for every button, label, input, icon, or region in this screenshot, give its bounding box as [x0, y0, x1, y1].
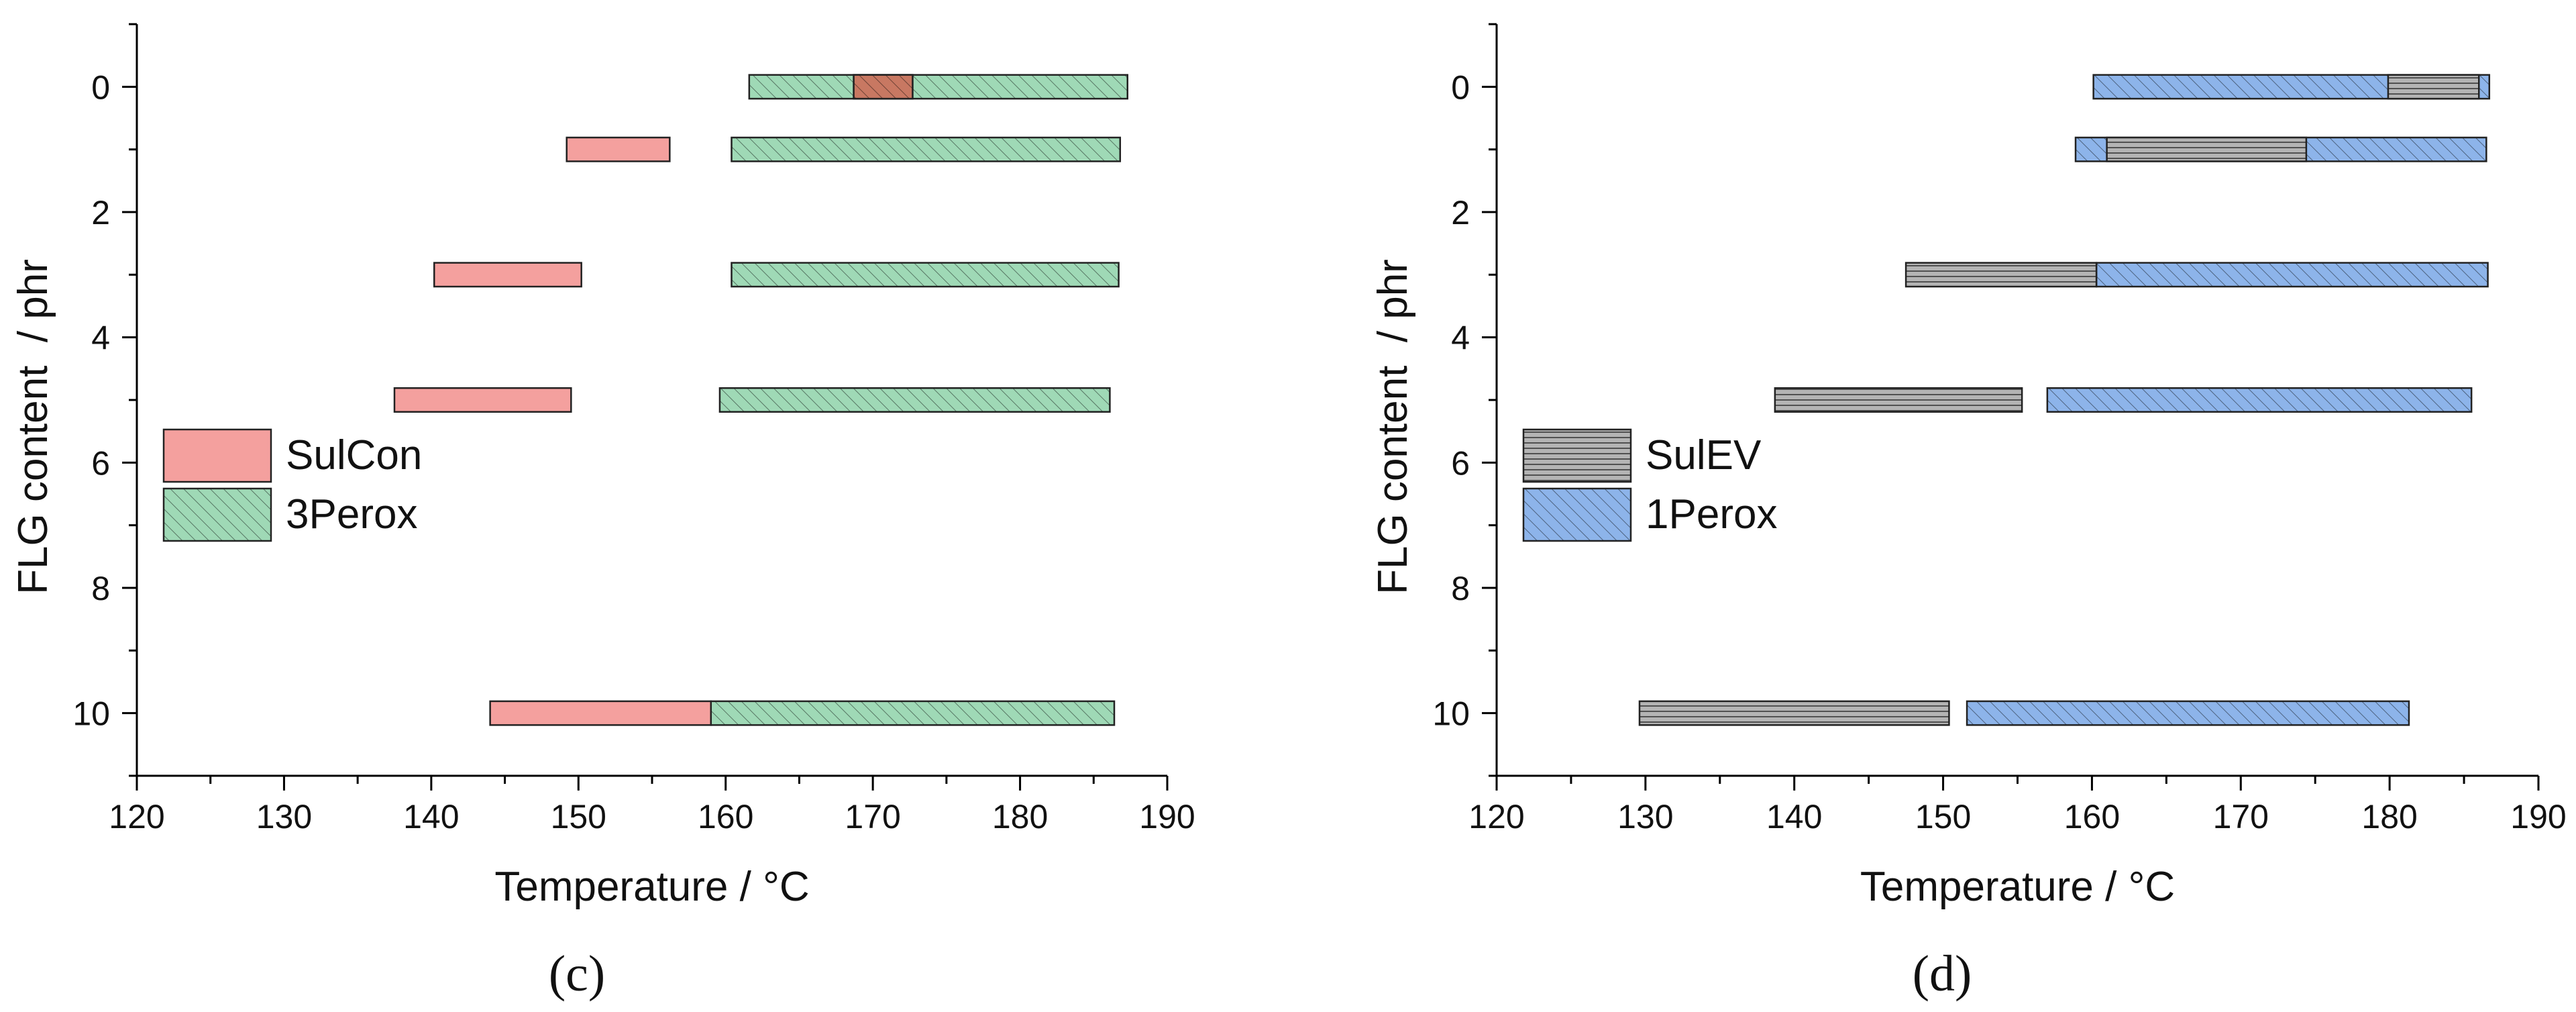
panel-label: (c) [549, 946, 605, 1002]
bar-pattern-sulev [1906, 262, 2097, 287]
y-tick-label: 6 [91, 444, 110, 482]
y-tick-label: 0 [1451, 68, 1470, 106]
bar-outline-sulev [1904, 262, 2098, 288]
chart-panel-c: 120 130 140 150 160 170 180 190 0 2 4 6 8 10 Temperatu… [10, 23, 1195, 1002]
bar-outline-sulev [1638, 700, 1950, 726]
bar-overlap-outline [853, 74, 914, 100]
y-tick-label: 0 [91, 68, 110, 106]
x-tick-label: 140 [403, 798, 459, 836]
x-tick-label: 170 [2213, 798, 2269, 836]
y-axis-title: FLG content / phr [10, 259, 56, 595]
bar-outline-sulcon [433, 262, 582, 288]
bar-outline-sulev [2387, 74, 2480, 100]
y-axis-title: FLG content / phr [1370, 259, 1416, 595]
bar-pattern-sulev [1639, 701, 1949, 725]
y-tick-label: 2 [91, 194, 110, 232]
bar-outline-sulcon [489, 700, 712, 726]
bar-sulcon [490, 701, 711, 725]
bar-pattern-3perox [731, 137, 1120, 162]
x-tick-label: 180 [2361, 798, 2417, 836]
bar-pattern-1perox [2047, 388, 2472, 412]
bar-outline-1perox [1966, 700, 2410, 726]
bar-outline-sulcon [566, 136, 671, 162]
legend-swatch-outline [1522, 428, 1632, 483]
x-tick-label: 170 [845, 798, 900, 836]
legend-swatch-pattern [1523, 429, 1631, 482]
x-tick-label: 150 [551, 798, 606, 836]
bar-sulcon [394, 388, 572, 412]
y-tick-label: 10 [72, 695, 110, 733]
bar-sulcon [434, 262, 582, 287]
y-tick-label: 6 [1451, 444, 1470, 482]
legend-label: SulEV [1646, 432, 1762, 478]
bar-outline-3perox [731, 262, 1120, 288]
bar-outline-3perox [718, 387, 1111, 413]
bar-pattern-1perox [1967, 701, 2409, 725]
bar-outline-3perox [748, 74, 1129, 100]
legend-swatch-pattern [164, 489, 271, 541]
y-tick-label: 4 [1451, 319, 1470, 357]
x-tick-label: 190 [2510, 798, 2566, 836]
legend-swatch-outline [162, 487, 272, 542]
bar-pattern-3perox [710, 701, 1115, 725]
x-tick-label: 180 [992, 798, 1048, 836]
y-tick-label: 8 [91, 570, 110, 607]
x-tick-label: 160 [2064, 798, 2120, 836]
y-tick-label: 8 [1451, 570, 1470, 607]
y-tick-label: 2 [1451, 194, 1470, 232]
bar-pattern-1perox [2096, 262, 2488, 287]
bar-pattern-3perox [719, 388, 1110, 412]
bar-overlap-pattern [853, 74, 913, 99]
x-tick-label: 120 [1468, 798, 1524, 836]
y-tick-label: 10 [1432, 695, 1470, 733]
x-axis-title: Temperature / °C [1860, 864, 2175, 910]
bar-outline-1perox [2092, 74, 2491, 100]
legend-swatch-pattern [1523, 489, 1631, 541]
bar-sulcon [566, 137, 670, 162]
x-tick-label: 120 [109, 798, 164, 836]
legend-swatch-outline [1522, 487, 1632, 542]
bar-outline-sulcon [393, 387, 572, 413]
bar-outline-sulev [1774, 387, 2023, 413]
y-tick-label: 4 [91, 319, 110, 357]
x-tick-label: 190 [1139, 798, 1195, 836]
bar-pattern-sulev [2387, 74, 2479, 99]
bar-pattern-3perox [731, 262, 1119, 287]
bar-outline-3perox [731, 136, 1122, 162]
x-tick-label: 160 [698, 798, 753, 836]
panel-label: (d) [1913, 946, 1972, 1002]
x-tick-label: 140 [1766, 798, 1822, 836]
bar-pattern-sulev [1774, 388, 2023, 412]
x-tick-label: 130 [1617, 798, 1673, 836]
chart-panel-d: 120 130 140 150 160 170 180 190 0 2 4 6 8 10 Temperatu… [1370, 23, 2567, 1002]
legend-label: SulCon [286, 432, 422, 478]
bar-outline-sulev [2106, 136, 2308, 162]
legend-label: 3Perox [286, 491, 417, 538]
legend-swatch-outline [162, 428, 272, 483]
bar-pattern-3perox [749, 74, 1128, 99]
bar-outline-1perox [2046, 387, 2473, 413]
bar-pattern-sulev [2106, 137, 2306, 162]
x-axis-title: Temperature / °C [494, 864, 809, 910]
legend-label: 1Perox [1646, 491, 1777, 538]
x-tick-label: 130 [256, 798, 312, 836]
x-tick-label: 150 [1915, 798, 1971, 836]
legend-swatch [164, 429, 271, 482]
